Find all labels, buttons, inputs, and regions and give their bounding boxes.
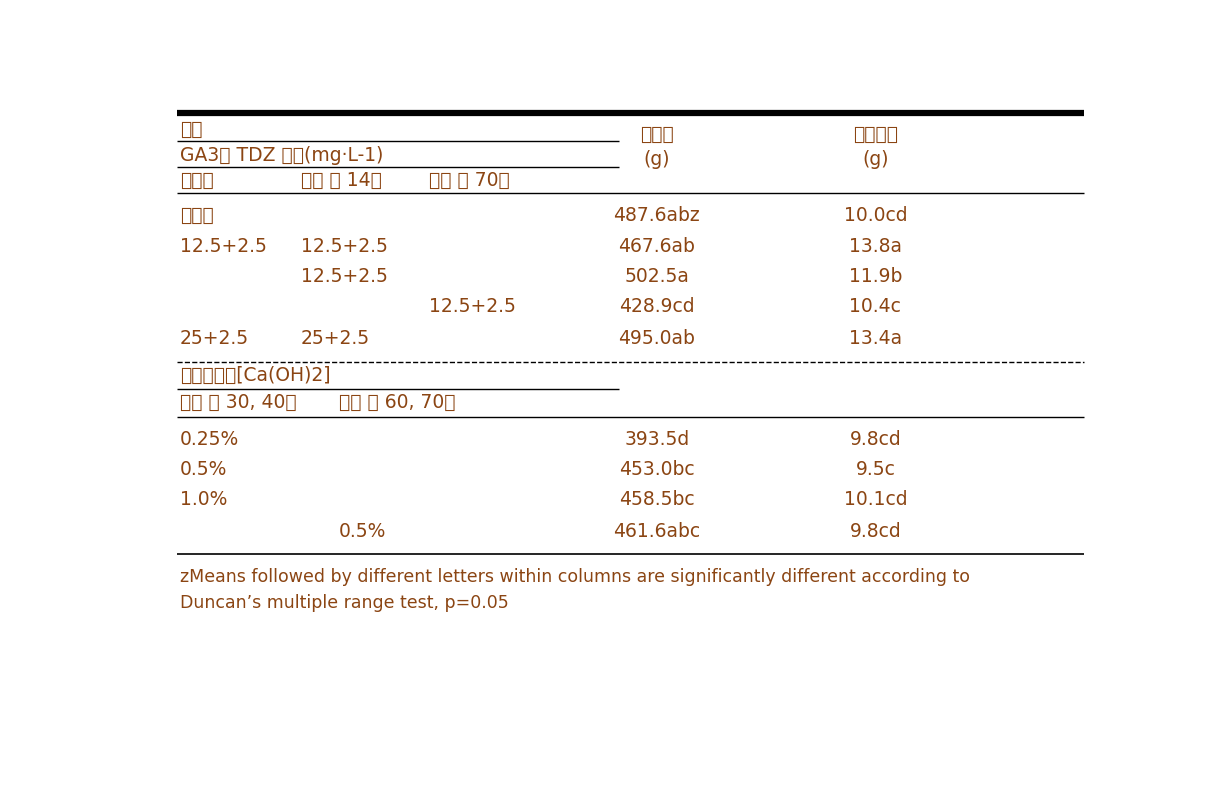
Text: 458.5bc: 458.5bc (619, 490, 695, 509)
Text: 10.4c: 10.4c (850, 297, 901, 317)
Text: (g): (g) (644, 150, 671, 169)
Text: 13.8a: 13.8a (848, 236, 902, 256)
Text: 10.0cd: 10.0cd (843, 206, 907, 225)
Text: 9.5c: 9.5c (856, 460, 895, 479)
Text: 428.9cd: 428.9cd (619, 297, 695, 317)
Text: 9.8cd: 9.8cd (850, 522, 901, 541)
Text: 0.5%: 0.5% (338, 522, 386, 541)
Text: 무처리: 무처리 (180, 206, 213, 225)
Text: GA3및 TDZ 혼용(mg·L-1): GA3및 TDZ 혼용(mg·L-1) (180, 146, 384, 165)
Text: 만개 후 70일: 만개 후 70일 (429, 171, 510, 190)
Text: 13.4a: 13.4a (848, 329, 902, 348)
Text: zMeans followed by different letters within columns are significantly different : zMeans followed by different letters wit… (180, 568, 970, 586)
Text: 12.5+2.5: 12.5+2.5 (300, 236, 387, 256)
Text: Duncan’s multiple range test, p=0.05: Duncan’s multiple range test, p=0.05 (180, 594, 509, 612)
Text: 25+2.5: 25+2.5 (300, 329, 370, 348)
Text: 만개 후 60, 70일: 만개 후 60, 70일 (338, 393, 455, 412)
Text: 393.5d: 393.5d (624, 429, 689, 448)
Text: 과축무게: 과축무게 (853, 125, 897, 144)
Text: 만개 후 30, 40일: 만개 후 30, 40일 (180, 393, 297, 412)
Text: 495.0ab: 495.0ab (618, 329, 695, 348)
Text: 487.6abz: 487.6abz (613, 206, 700, 225)
Text: 25+2.5: 25+2.5 (180, 329, 249, 348)
Text: 수산화칼슘[Ca(OH)2]: 수산화칼슘[Ca(OH)2] (180, 366, 331, 385)
Text: 처리: 처리 (180, 120, 202, 139)
Text: 461.6abc: 461.6abc (613, 522, 700, 541)
Text: 0.5%: 0.5% (180, 460, 227, 479)
Text: 1.0%: 1.0% (180, 490, 227, 509)
Text: 12.5+2.5: 12.5+2.5 (429, 297, 516, 317)
Text: 467.6ab: 467.6ab (618, 236, 695, 256)
Text: 502.5a: 502.5a (624, 267, 689, 286)
Text: 10.1cd: 10.1cd (843, 490, 907, 509)
Text: 453.0bc: 453.0bc (619, 460, 695, 479)
Text: 과방중: 과방중 (640, 125, 674, 144)
Text: 11.9b: 11.9b (848, 267, 902, 286)
Text: (g): (g) (862, 150, 889, 169)
Text: 12.5+2.5: 12.5+2.5 (180, 236, 267, 256)
Text: 0.25%: 0.25% (180, 429, 239, 448)
Text: 9.8cd: 9.8cd (850, 429, 901, 448)
Text: 12.5+2.5: 12.5+2.5 (300, 267, 387, 286)
Text: 만개 후 14일: 만개 후 14일 (300, 171, 381, 190)
Text: 만개기: 만개기 (180, 171, 213, 190)
